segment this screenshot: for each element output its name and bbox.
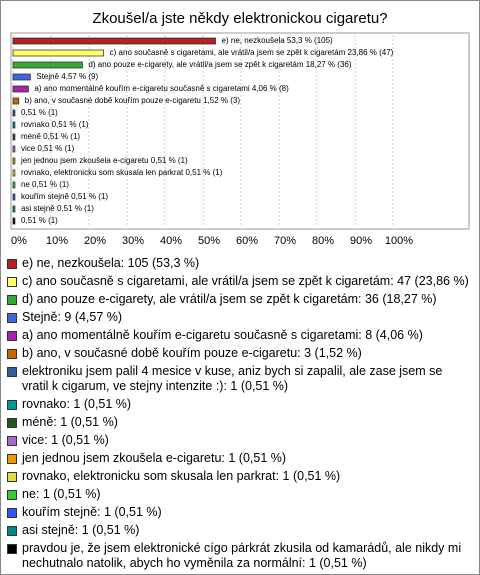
bar — [12, 37, 216, 45]
bar-label: rovnako, elektronicku som skusala len pa… — [21, 168, 223, 177]
legend-label: vice: 1 (0,51 %) — [22, 433, 109, 447]
bar-label: c) ano současně s cigaretami, ale vrátil… — [110, 48, 394, 57]
bar — [12, 97, 20, 105]
legend-label: c) ano současně s cigaretami, ale vrátil… — [22, 274, 469, 288]
bar-label: d) ano pouze e-cigarety, ale vrátil/a js… — [88, 60, 351, 69]
legend-item: ne: 1 (0,51 %) — [7, 487, 469, 502]
legend-item: b) ano, v současné době kouřím pouze e-c… — [7, 346, 469, 361]
legend-item: c) ano současně s cigaretami, ale vrátil… — [7, 274, 469, 289]
legend-item: rovnako, elektronicku som skusala len pa… — [7, 469, 469, 484]
legend-label: b) ano, v současné době kouřím pouze e-c… — [22, 346, 362, 360]
legend-label: rovnako, elektronicku som skusala len pa… — [22, 469, 341, 483]
legend-label: e) ne, nezkoušela: 105 (53,3 %) — [22, 256, 200, 270]
legend-swatch — [7, 508, 17, 518]
chart: Zkoušel/a jste někdy elektronickou cigar… — [10, 10, 470, 247]
bar-label: Stejně 4,57 % (9) — [36, 72, 98, 81]
x-tick-label: 60% — [236, 235, 258, 247]
legend-item: a) ano momentálně kouřím e-cigaretu souč… — [7, 328, 469, 343]
legend-swatch — [7, 313, 17, 323]
legend-item: pravdou je, že jsem elektronické cígo pá… — [7, 541, 469, 571]
bar — [12, 133, 16, 141]
x-tick-label: 100% — [385, 235, 413, 247]
legend-label: a) ano momentálně kouřím e-cigaretu souč… — [22, 328, 423, 342]
legend-item: Stejně: 9 (4,57 %) — [7, 310, 469, 325]
bar — [12, 169, 16, 177]
x-tick-label: 20% — [84, 235, 106, 247]
legend-swatch — [7, 418, 17, 428]
legend-swatch — [7, 454, 17, 464]
bar-label: vice 0,51 % (1) — [21, 144, 75, 153]
legend-swatch — [7, 259, 17, 269]
bar — [12, 121, 16, 129]
legend-swatch — [7, 295, 17, 305]
legend-item: e) ne, nezkoušela: 105 (53,3 %) — [7, 256, 469, 271]
legend-label: Stejně: 9 (4,57 %) — [22, 310, 123, 324]
legend-item: vice: 1 (0,51 %) — [7, 433, 469, 448]
legend-swatch — [7, 367, 17, 377]
x-tick-label: 40% — [160, 235, 182, 247]
x-tick-label: 10% — [46, 235, 68, 247]
legend-swatch — [7, 490, 17, 500]
bar-label: kouřím stejně 0,51 % (1) — [21, 192, 108, 201]
bar — [12, 157, 16, 165]
legend-label: kouřím stejně: 1 (0,51 %) — [22, 505, 162, 519]
legend-item: méně: 1 (0,51 %) — [7, 415, 469, 430]
x-tick-label: 50% — [198, 235, 220, 247]
bar-label: asi stejně 0,51 % (1) — [21, 204, 94, 213]
bar-label: méně 0,51 % (1) — [21, 132, 80, 141]
bar-label: ne 0,51 % (1) — [21, 180, 69, 189]
legend-label: elektroniku jsem palil 4 mesice v kuse, … — [22, 364, 443, 393]
legend-swatch — [7, 331, 17, 341]
bar-label: e) ne, nezkoušela 53,3 % (105) — [222, 36, 334, 45]
legend-item: jen jednou jsem zkoušela e-cigaretu: 1 (… — [7, 451, 469, 466]
bar-label: a) ano momentálně kouřím e-cigaretu souč… — [34, 84, 289, 93]
bar — [12, 49, 105, 57]
legend-swatch — [7, 472, 17, 482]
x-tick-label: 70% — [274, 235, 296, 247]
legend-label: rovnako: 1 (0,51 %) — [22, 397, 132, 411]
legend: e) ne, nezkoušela: 105 (53,3 %) c) ano so… — [7, 256, 469, 574]
legend-label: pravdou je, že jsem elektronické cígo pá… — [22, 541, 462, 570]
x-tick-label: 90% — [350, 235, 372, 247]
legend-swatch — [7, 400, 17, 410]
x-tick-label: 80% — [312, 235, 334, 247]
legend-item: kouřím stejně: 1 (0,51 %) — [7, 505, 469, 520]
bar — [12, 181, 16, 189]
bar — [12, 217, 16, 225]
legend-swatch — [7, 436, 17, 446]
legend-item: rovnako: 1 (0,51 %) — [7, 397, 469, 412]
legend-swatch — [7, 544, 17, 554]
legend-item: elektroniku jsem palil 4 mesice v kuse, … — [7, 364, 469, 394]
bar-label: rovnako 0,51 % (1) — [21, 120, 89, 129]
legend-swatch — [7, 349, 17, 359]
bar-label: 0,51 % (1) — [21, 216, 58, 225]
bar — [12, 193, 16, 201]
chart-title: Zkoušel/a jste někdy elektronickou cigar… — [92, 10, 387, 27]
bar — [12, 73, 31, 81]
legend-label: asi stejně: 1 (0,51 %) — [22, 523, 140, 537]
bar — [12, 85, 29, 93]
x-tick-label: 0% — [11, 235, 27, 247]
bar — [12, 61, 83, 69]
x-tick-label: 30% — [122, 235, 144, 247]
legend-item: d) ano pouze e-cigarety, ale vrátil/a js… — [7, 292, 469, 307]
bar — [12, 109, 16, 117]
legend-item: asi stejně: 1 (0,51 %) — [7, 523, 469, 538]
legend-swatch — [7, 526, 17, 536]
bar — [12, 145, 16, 153]
legend-label: jen jednou jsem zkoušela e-cigaretu: 1 (… — [22, 451, 287, 465]
legend-label: méně: 1 (0,51 %) — [22, 415, 118, 429]
bar-label: jen jednou jsem zkoušela e-cigaretu 0,51… — [20, 156, 188, 165]
legend-label: ne: 1 (0,51 %) — [22, 487, 101, 501]
bar-label: 0,51 % (1) — [21, 108, 58, 117]
legend-label: d) ano pouze e-cigarety, ale vrátil/a js… — [22, 292, 437, 306]
legend-swatch — [7, 277, 17, 287]
bar — [12, 205, 16, 213]
bar-label: b) ano, v současné době kouřím pouze e-c… — [25, 96, 241, 105]
